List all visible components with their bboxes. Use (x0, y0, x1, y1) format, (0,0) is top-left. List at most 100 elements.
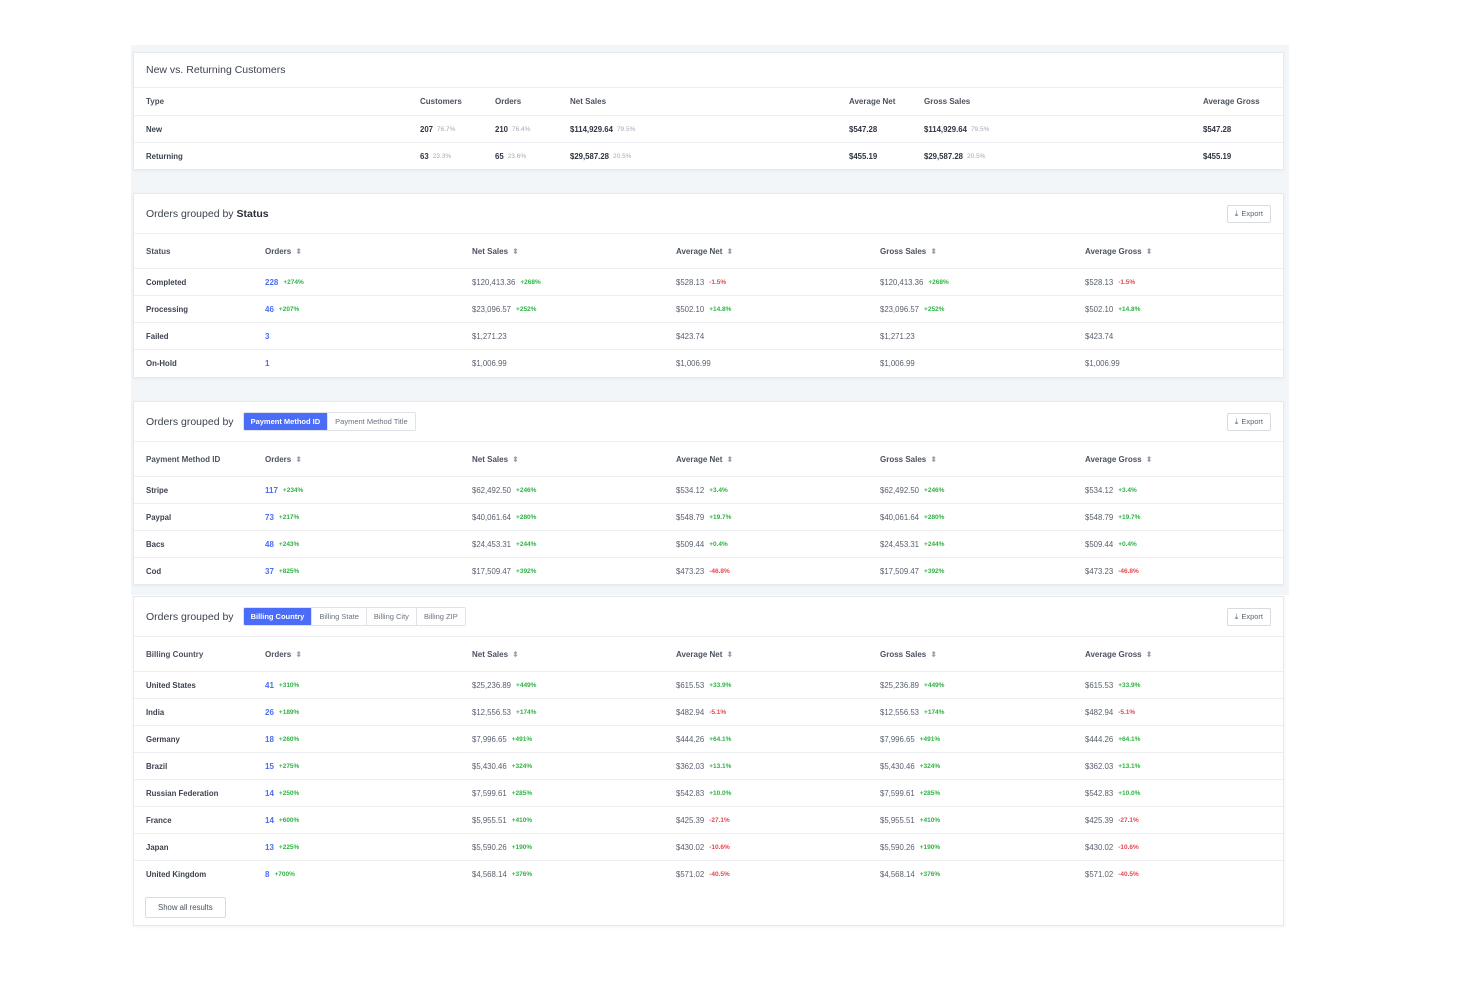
orders-count-link[interactable]: 48 (265, 539, 274, 549)
table-cell: $362.03 +13.1% (1085, 753, 1140, 779)
column-header[interactable]: Net Sales ⬍ (472, 234, 519, 268)
positive-change: +246% (516, 486, 537, 494)
share-percent: 79.5% (970, 125, 990, 133)
column-header[interactable]: Average Gross ⬍ (1085, 234, 1152, 268)
orders-count-link[interactable]: 14 (265, 815, 274, 825)
positive-change: +285% (919, 789, 941, 797)
row-name: Completed (146, 277, 187, 287)
table-cell: 46 +207% (265, 296, 299, 322)
column-header[interactable]: Orders ⬍ (265, 442, 302, 476)
tab-billing-city[interactable]: Billing City (365, 608, 416, 625)
table-row: France 14 +600% $5,955.51 +410% $425.39 -27.1%… (134, 807, 1283, 834)
column-header[interactable]: Average Gross ⬍ (1085, 442, 1152, 476)
table-cell: $25,236.89 +449% (880, 672, 944, 698)
cell-value: $5,430.46 (880, 761, 915, 771)
card-title: Orders grouped by Status (146, 208, 269, 220)
column-label: Gross Sales (880, 454, 927, 464)
orders-count-link[interactable]: 3 (265, 331, 270, 341)
negative-change: -40.5% (1118, 871, 1139, 878)
orders-count-link[interactable]: 46 (265, 304, 274, 314)
sort-icon[interactable]: ⬍ (930, 246, 937, 256)
sort-icon[interactable]: ⬍ (512, 246, 519, 256)
table-cell: 18 +260% (265, 726, 299, 752)
positive-change: +274% (283, 278, 304, 286)
column-label: Orders (265, 246, 292, 256)
column-header[interactable]: Gross Sales ⬍ (880, 442, 937, 476)
orders-count-link[interactable]: 228 (265, 277, 279, 287)
export-button[interactable]: ⤓ Export (1226, 607, 1271, 626)
table-cell: $473.23 -46.8% (676, 558, 730, 585)
cell-value: $7,599.61 (472, 788, 507, 798)
table-row: Failed 3 $1,271.23 $423.74 $1,271.23 $423.74 (134, 323, 1283, 350)
sort-icon[interactable]: ⬍ (295, 649, 302, 659)
column-header[interactable]: Net Sales ⬍ (472, 442, 519, 476)
column-header[interactable]: Average Net ⬍ (676, 442, 733, 476)
cell-value: $40,061.64 (472, 512, 512, 522)
orders-count-link[interactable]: 15 (265, 761, 274, 771)
export-button[interactable]: ⤓ Export (1226, 204, 1271, 223)
cell-value: $542.83 (1085, 788, 1114, 798)
column-header[interactable]: Orders ⬍ (265, 234, 302, 268)
table-cell: 15 +275% (265, 753, 299, 779)
sort-icon[interactable]: ⬍ (1145, 246, 1153, 256)
table-cell: $548.79 +19.7% (676, 504, 731, 530)
table-cell: $1,006.99 (1085, 350, 1120, 377)
cell-value: $571.02 (1085, 870, 1114, 879)
row-name: On-Hold (146, 359, 177, 368)
sort-icon[interactable]: ⬍ (512, 649, 519, 659)
orders-count-link[interactable]: 13 (265, 842, 274, 852)
orders-count-link[interactable]: 26 (265, 707, 274, 717)
orders-count-link[interactable]: 8 (265, 870, 270, 879)
share-percent: 23.3% (432, 153, 452, 160)
orders-count-link[interactable]: 1 (265, 359, 270, 368)
orders-count-link[interactable]: 37 (265, 567, 274, 576)
cell-value: Returning (146, 152, 183, 161)
column-header: Gross Sales (924, 97, 971, 106)
column-header[interactable]: Average Net ⬍ (676, 234, 733, 268)
column-header[interactable]: Orders ⬍ (265, 637, 302, 671)
sort-icon[interactable]: ⬍ (295, 454, 302, 464)
table-cell: $502.10 +14.8% (1085, 296, 1140, 322)
sort-icon[interactable]: ⬍ (295, 246, 302, 256)
cell-value: $23,096.57 (472, 304, 512, 314)
sort-icon[interactable]: ⬍ (726, 246, 734, 256)
column-label: Gross Sales (880, 649, 927, 659)
orders-count-link[interactable]: 18 (265, 734, 274, 744)
sort-icon[interactable]: ⬍ (726, 649, 734, 659)
export-button[interactable]: ⤓ Export (1226, 412, 1271, 431)
table-cell: 207 76.7% (420, 116, 455, 142)
cell-value: 65 (495, 152, 504, 161)
column-header[interactable]: Net Sales ⬍ (472, 637, 519, 671)
orders-count-link[interactable]: 14 (265, 788, 274, 798)
tab-payment-method-title[interactable]: Payment Method Title (327, 413, 415, 430)
sort-icon[interactable]: ⬍ (1145, 454, 1153, 464)
sort-icon[interactable]: ⬍ (512, 454, 519, 464)
orders-count-link[interactable]: 41 (265, 680, 274, 690)
orders-count-link[interactable]: 73 (265, 512, 274, 522)
column-header[interactable]: Gross Sales ⬍ (880, 234, 937, 268)
sort-icon[interactable]: ⬍ (1145, 649, 1153, 659)
download-icon: ⤓ (1234, 208, 1239, 218)
sort-icon[interactable]: ⬍ (726, 454, 734, 464)
positive-change: +250% (278, 789, 300, 797)
column-header[interactable]: Gross Sales ⬍ (880, 637, 937, 671)
column-header[interactable]: Average Net ⬍ (676, 637, 733, 671)
show-all-results-button[interactable]: Show all results (145, 897, 226, 918)
tab-billing-zip[interactable]: Billing ZIP (415, 608, 465, 625)
column-label: Orders (265, 454, 292, 464)
column-label: Status (146, 246, 171, 256)
positive-change: +225% (278, 843, 300, 851)
status-table: Status Orders ⬍ Net Sales ⬍ Average Net ⬍ Gross… (134, 234, 1283, 377)
tab-billing-country[interactable]: Billing Country (243, 608, 312, 625)
orders-count-link[interactable]: 117 (265, 485, 278, 495)
table-cell: 117 +234% (265, 477, 303, 503)
tab-payment-method-id[interactable]: Payment Method ID (243, 413, 328, 430)
sort-icon[interactable]: ⬍ (930, 454, 937, 464)
sort-icon[interactable]: ⬍ (930, 649, 937, 659)
column-header[interactable]: Average Gross ⬍ (1085, 637, 1152, 671)
billing-table: Billing Country Orders ⬍ Net Sales ⬍ Average … (134, 637, 1283, 888)
table-cell: $7,996.65 +491% (880, 726, 940, 752)
table-cell: $23,096.57 +252% (472, 296, 536, 322)
tab-billing-state[interactable]: Billing State (311, 608, 366, 625)
orders-by-payment-card: Orders grouped by Payment Method ID Payme… (133, 401, 1284, 585)
